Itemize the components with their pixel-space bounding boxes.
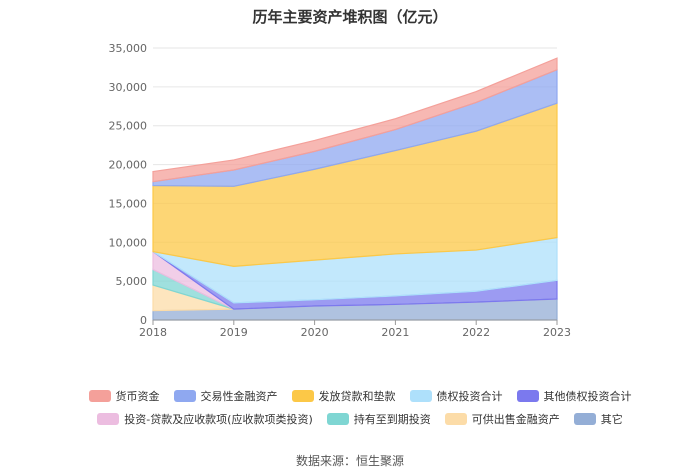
legend-label: 交易性金融资产 bbox=[200, 390, 278, 403]
y-tick-label: 35,000 bbox=[109, 42, 148, 55]
legend-row: 货币资金 交易性金融资产 发放贷款和垫款 债权投资合计 其他债权投资合计 bbox=[88, 388, 632, 404]
legend-item[interactable]: 持有至到期投资 bbox=[326, 411, 431, 427]
x-tick-label: 2021 bbox=[381, 326, 409, 339]
legend: 货币资金 交易性金融资产 发放贷款和垫款 债权投资合计 其他债权投资合计 投资-贷款及应… bbox=[88, 388, 632, 434]
area-货币资金 bbox=[152, 57, 558, 183]
legend-item[interactable]: 交易性金融资产 bbox=[173, 388, 278, 404]
x-tick-label: 2020 bbox=[301, 326, 329, 339]
y-tick-label: 10,000 bbox=[109, 236, 148, 249]
legend-swatch bbox=[326, 413, 349, 425]
legend-item[interactable]: 发放贷款和垫款 bbox=[291, 388, 396, 404]
legend-label: 投资-贷款及应收款项(应收款项类投资) bbox=[124, 413, 313, 426]
legend-item[interactable]: 其他债权投资合计 bbox=[516, 388, 632, 404]
legend-swatch bbox=[516, 390, 539, 402]
x-tick-label: 2023 bbox=[543, 326, 571, 339]
legend-swatch bbox=[444, 413, 467, 425]
legend-label: 可供出售金融资产 bbox=[471, 413, 560, 426]
y-tick-label: 0 bbox=[140, 314, 147, 327]
area-series bbox=[152, 57, 558, 321]
x-tick-label: 2019 bbox=[220, 326, 248, 339]
stacked-area-chart: 0 5,000 10,000 15,000 20,000 25,000 30,000 35,0… bbox=[109, 42, 572, 339]
legend-label: 货币资金 bbox=[115, 390, 160, 403]
legend-item[interactable]: 其它 bbox=[573, 411, 623, 427]
legend-item[interactable]: 货币资金 bbox=[88, 388, 160, 404]
y-tick-label: 15,000 bbox=[109, 197, 148, 210]
legend-swatch bbox=[291, 390, 314, 402]
y-tick-label: 25,000 bbox=[109, 120, 148, 133]
axes: 0 5,000 10,000 15,000 20,000 25,000 30,000 35,0… bbox=[109, 42, 572, 339]
legend-label: 债权投资合计 bbox=[436, 390, 503, 403]
y-tick-label: 20,000 bbox=[109, 159, 148, 172]
legend-item[interactable]: 投资-贷款及应收款项(应收款项类投资) bbox=[97, 411, 313, 427]
legend-label: 其他债权投资合计 bbox=[543, 390, 632, 403]
legend-label: 发放贷款和垫款 bbox=[318, 390, 396, 403]
legend-label: 其它 bbox=[600, 413, 623, 426]
y-tick-label: 30,000 bbox=[109, 81, 148, 94]
legend-item[interactable]: 债权投资合计 bbox=[409, 388, 503, 404]
legend-row: 投资-贷款及应收款项(应收款项类投资) 持有至到期投资 可供出售金融资产 其它 bbox=[97, 411, 623, 427]
legend-swatch bbox=[409, 390, 432, 402]
legend-item[interactable]: 可供出售金融资产 bbox=[444, 411, 560, 427]
chart-title: 历年主要资产堆积图（亿元） bbox=[252, 8, 448, 26]
legend-swatch bbox=[573, 413, 596, 425]
x-tick-label: 2018 bbox=[139, 326, 167, 339]
y-tick-label: 5,000 bbox=[116, 275, 148, 288]
legend-swatch bbox=[88, 390, 111, 402]
source-note: 数据来源：恒生聚源 bbox=[295, 454, 404, 468]
x-tick-label: 2022 bbox=[462, 326, 490, 339]
legend-label: 持有至到期投资 bbox=[353, 413, 431, 426]
legend-swatch bbox=[173, 390, 196, 402]
legend-swatch bbox=[97, 413, 120, 425]
